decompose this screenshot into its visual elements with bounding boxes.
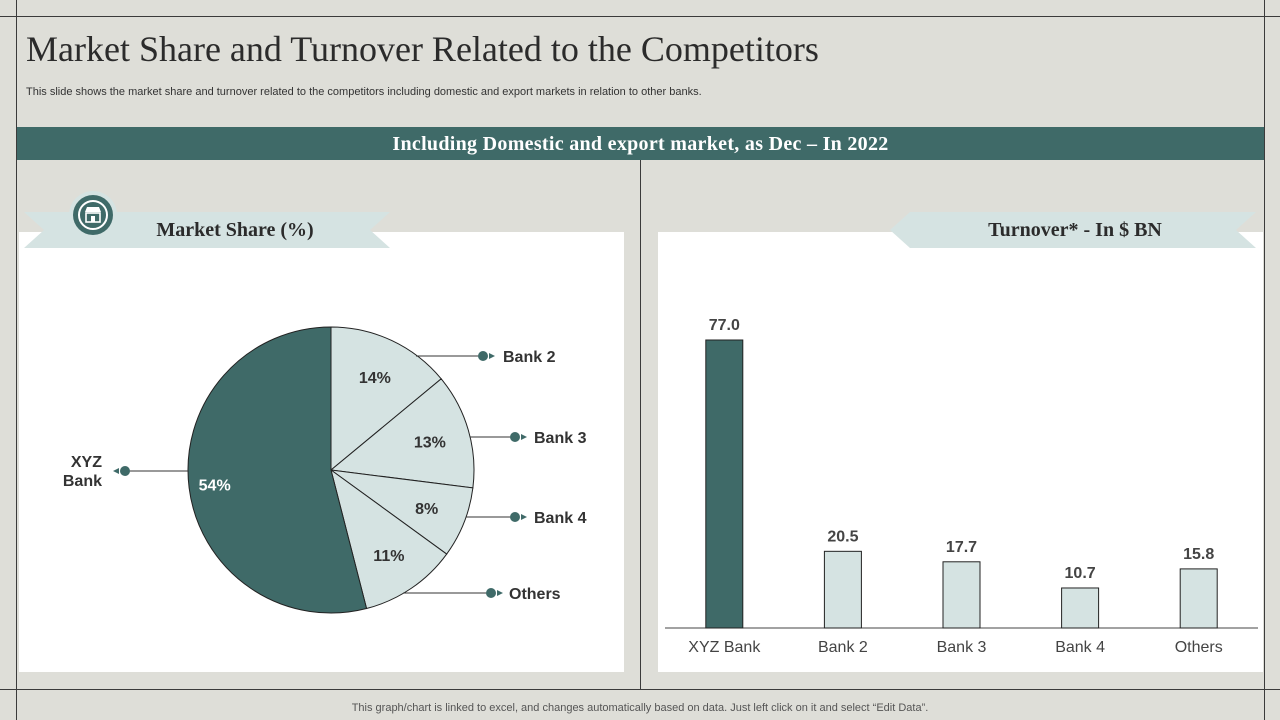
top-border — [0, 16, 1280, 17]
pie-slice-others — [330, 468, 448, 610]
section-banner: Including Domestic and export market, as… — [17, 127, 1264, 160]
market-share-pie-chart: 14% Bank 2 13% Bank 3 8% Bank 4 11% Others 54% XY… — [63, 326, 587, 614]
storefront-badge-icon — [69, 191, 117, 239]
turnover-ribbon — [890, 212, 1256, 248]
footer-note: This graph/chart is linked to excel, and… — [351, 702, 929, 714]
x-tick-label: XYZ Bank — [688, 639, 761, 656]
left-border — [16, 0, 17, 720]
leader-dot — [510, 512, 520, 522]
leader-dot — [478, 351, 488, 361]
pie-value-label: 13% — [414, 434, 446, 451]
leader-arrow — [521, 434, 527, 440]
bar-bank-2 — [823, 550, 862, 629]
bar-bank-4 — [1061, 587, 1100, 629]
bar-bank-3 — [942, 561, 981, 629]
pie-slice-xyz-bank — [187, 326, 368, 614]
pie-value-label: 54% — [199, 478, 231, 495]
leader-arrow — [113, 468, 119, 474]
leader-dot — [510, 432, 520, 442]
leader-arrow — [497, 590, 503, 596]
leader-arrow — [521, 514, 527, 520]
pie-value-label: 14% — [359, 370, 391, 387]
x-tick-label: Bank 2 — [818, 639, 868, 656]
pie-category-label: Others — [509, 586, 561, 603]
turnover-title: Turnover* - In $ BN — [988, 219, 1162, 241]
x-tick-label: Bank 3 — [937, 639, 987, 656]
center-divider — [640, 160, 641, 689]
page-subtitle: This slide shows the market share and tu… — [26, 86, 702, 98]
bar-value-label: 20.5 — [827, 528, 858, 545]
bar-xyz-bank — [705, 339, 744, 629]
x-tick-label: Others — [1175, 639, 1223, 656]
pie-slice-bank-2 — [330, 326, 442, 472]
pie-slice-bank-3 — [329, 378, 475, 489]
page-title: Market Share and Turnover Related to the… — [26, 29, 819, 69]
x-tick-label: Bank 4 — [1055, 639, 1105, 656]
leader-dot — [486, 588, 496, 598]
market-share-title: Market Share (%) — [156, 219, 314, 241]
pie-value-label: 11% — [373, 548, 404, 565]
bottom-border — [0, 689, 1280, 690]
pie-category-label: Bank 4 — [534, 510, 587, 527]
leader-arrow — [489, 353, 495, 359]
bar-value-label: 17.7 — [946, 539, 977, 556]
pie-category-label: Bank 3 — [534, 430, 587, 447]
turnover-bar-chart: 77.0 XYZ Bank 20.5 Bank 2 17.7 Bank 3 10.7 Bank… — [665, 317, 1258, 656]
bar-value-label: 10.7 — [1065, 565, 1096, 582]
pie-value-label: 8% — [415, 501, 438, 518]
pie-category-label: Bank 2 — [503, 349, 556, 366]
right-border — [1264, 0, 1265, 720]
bar-value-label: 77.0 — [709, 317, 740, 334]
pie-category-label: XYZ Bank — [63, 454, 102, 490]
leader-dot — [120, 466, 130, 476]
bar-value-label: 15.8 — [1183, 546, 1214, 563]
bar-others — [1179, 568, 1218, 629]
